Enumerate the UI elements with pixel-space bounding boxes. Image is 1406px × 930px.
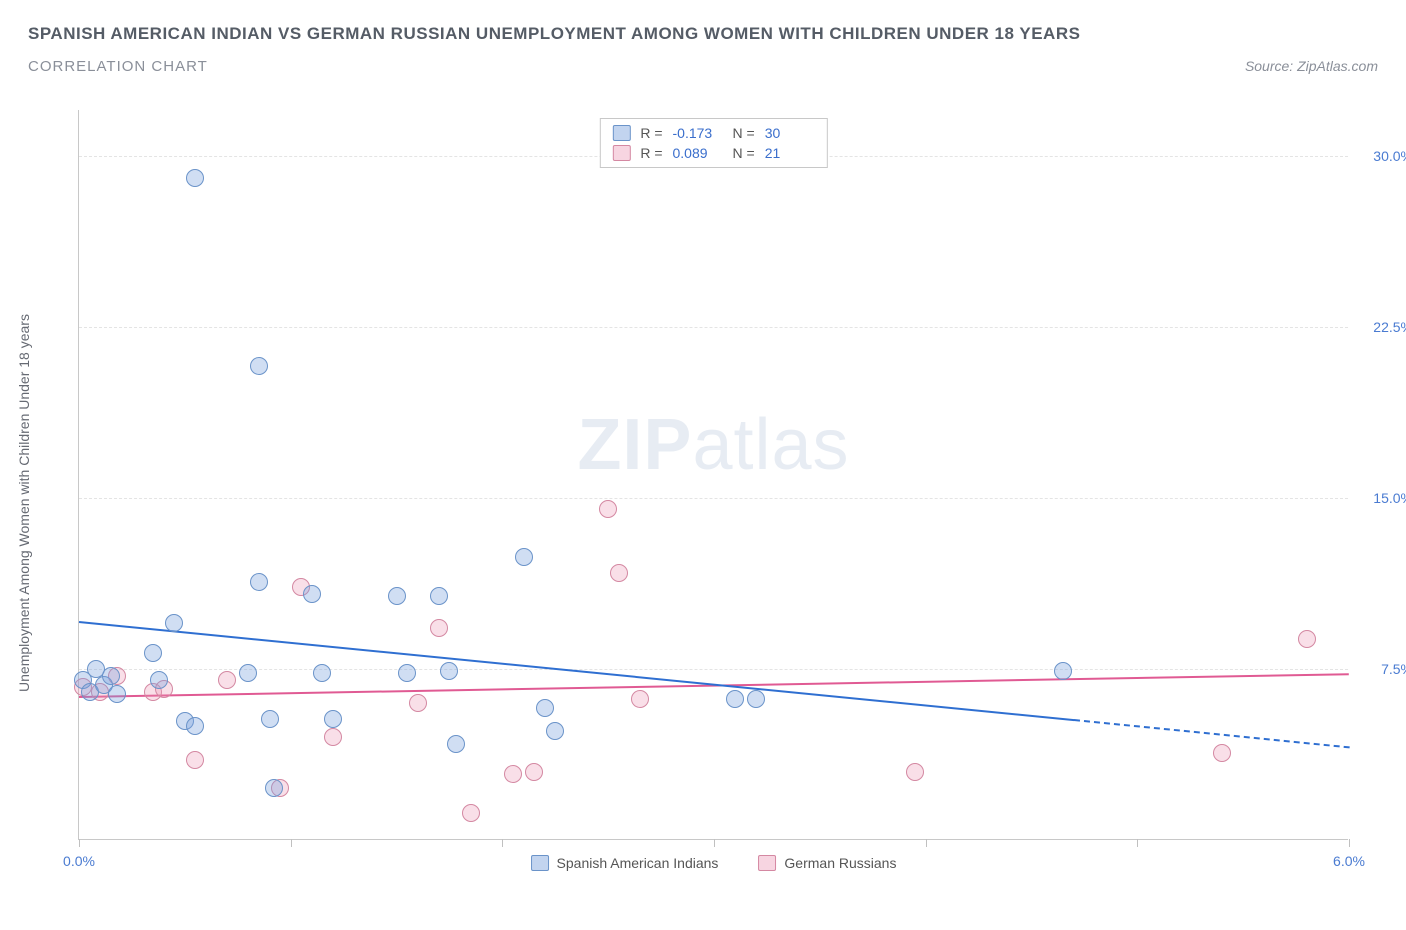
scatter-point-series-a [1054, 662, 1072, 680]
legend-swatch [612, 125, 630, 141]
y-tick-label: 22.5% [1353, 319, 1406, 335]
scatter-point-series-b [599, 500, 617, 518]
legend-swatch [758, 855, 776, 871]
source-attribution: Source: ZipAtlas.com [1245, 58, 1378, 74]
scatter-point-series-a [324, 710, 342, 728]
plot-area: ZIPatlas R =-0.173N =30R =0.089N =21 Spa… [78, 110, 1348, 840]
scatter-point-series-a [186, 717, 204, 735]
y-tick-label: 30.0% [1353, 148, 1406, 164]
scatter-point-series-a [250, 573, 268, 591]
scatter-point-series-b [504, 765, 522, 783]
y-axis-label: Unemployment Among Women with Children U… [16, 314, 32, 692]
y-tick-label: 15.0% [1353, 490, 1406, 506]
scatter-point-series-b [631, 690, 649, 708]
correlation-legend: R = -0.173 N = 30 R = 0.089 N = 21 [599, 118, 827, 168]
scatter-point-series-a [303, 585, 321, 603]
scatter-point-series-a [747, 690, 765, 708]
x-tick [79, 839, 80, 847]
chart-container: Unemployment Among Women with Children U… [50, 100, 1380, 890]
scatter-point-series-a [239, 664, 257, 682]
scatter-point-series-b [525, 763, 543, 781]
x-tick [926, 839, 927, 847]
legend-item: Spanish American Indians [531, 855, 719, 871]
n-label: N = [733, 145, 755, 161]
scatter-point-series-b [462, 804, 480, 822]
chart-subtitle: CORRELATION CHART [28, 58, 208, 75]
gridline [79, 327, 1348, 328]
x-tick-label: 6.0% [1333, 853, 1365, 869]
scatter-point-series-b [186, 751, 204, 769]
scatter-point-series-a [186, 169, 204, 187]
scatter-point-series-a [144, 644, 162, 662]
r-value: 0.089 [673, 145, 723, 161]
scatter-point-series-a [165, 614, 183, 632]
scatter-point-series-a [515, 548, 533, 566]
legend-row: R = 0.089 N = 21 [612, 143, 814, 163]
scatter-point-series-a [261, 710, 279, 728]
gridline [79, 669, 1348, 670]
scatter-point-series-a [250, 357, 268, 375]
scatter-point-series-a [108, 685, 126, 703]
legend-label: German Russians [784, 855, 896, 871]
scatter-point-series-b [324, 728, 342, 746]
scatter-point-series-b [1298, 630, 1316, 648]
legend-label: Spanish American Indians [557, 855, 719, 871]
scatter-point-series-b [409, 694, 427, 712]
n-label: N = [733, 125, 755, 141]
scatter-point-series-b [906, 763, 924, 781]
watermark: ZIPatlas [577, 404, 849, 486]
scatter-point-series-b [218, 671, 236, 689]
x-tick [502, 839, 503, 847]
r-label: R = [640, 145, 662, 161]
scatter-point-series-b [610, 564, 628, 582]
scatter-point-series-a [388, 587, 406, 605]
chart-title: SPANISH AMERICAN INDIAN VS GERMAN RUSSIA… [28, 24, 1378, 44]
legend-row: R = -0.173 N = 30 [612, 123, 814, 143]
x-tick [291, 839, 292, 847]
scatter-point-series-a [265, 779, 283, 797]
scatter-point-series-a [102, 667, 120, 685]
x-tick [1137, 839, 1138, 847]
legend-swatch [531, 855, 549, 871]
legend-swatch [612, 145, 630, 161]
scatter-point-series-a [447, 735, 465, 753]
x-tick [714, 839, 715, 847]
trendline-series-b [79, 673, 1349, 698]
series-legend: Spanish American Indians German Russians [531, 855, 897, 871]
legend-item: German Russians [758, 855, 896, 871]
x-tick [1349, 839, 1350, 847]
trendline-series-a-extrapolated [1074, 719, 1349, 748]
n-value: 21 [765, 145, 815, 161]
scatter-point-series-a [536, 699, 554, 717]
scatter-point-series-a [440, 662, 458, 680]
scatter-point-series-a [398, 664, 416, 682]
x-tick-label: 0.0% [63, 853, 95, 869]
scatter-point-series-a [546, 722, 564, 740]
gridline [79, 498, 1348, 499]
r-value: -0.173 [673, 125, 723, 141]
y-tick-label: 7.5% [1353, 661, 1406, 677]
scatter-point-series-a [430, 587, 448, 605]
scatter-point-series-a [150, 671, 168, 689]
scatter-point-series-b [1213, 744, 1231, 762]
scatter-point-series-a [313, 664, 331, 682]
scatter-point-series-b [430, 619, 448, 637]
r-label: R = [640, 125, 662, 141]
n-value: 30 [765, 125, 815, 141]
scatter-point-series-a [726, 690, 744, 708]
